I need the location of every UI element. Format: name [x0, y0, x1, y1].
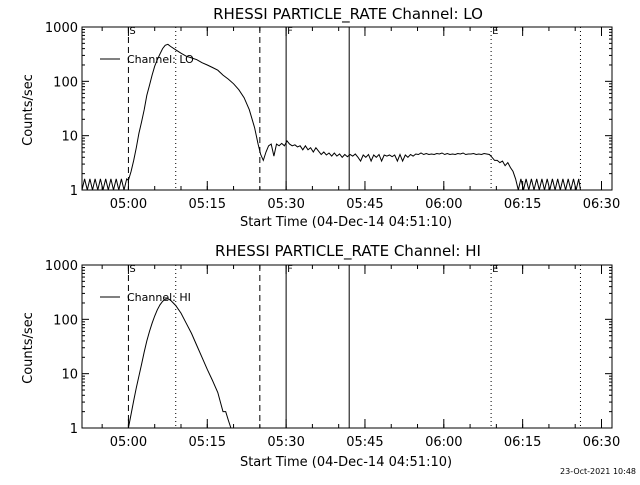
series-line [127, 298, 232, 429]
x-tick-label: 06:30 [583, 197, 620, 212]
x-tick-label: 06:15 [504, 435, 541, 450]
series-line [81, 43, 581, 191]
y-tick-label: 1 [70, 422, 78, 437]
x-tick-label: 05:15 [189, 435, 226, 450]
event-marker-label: F [287, 264, 293, 275]
chart-title: RHESSI PARTICLE_RATE Channel: LO [213, 5, 483, 24]
y-tick-label: 10 [61, 368, 78, 383]
x-tick-group: 05:00 05:15 05:30 05:45 06:00 06:15 06:30 [101, 265, 620, 450]
y-tick-label: 1000 [45, 21, 78, 36]
chart-panel-hi: RHESSI PARTICLE_RATE Channel: HI Counts/… [21, 242, 620, 470]
x-tick-label: 05:30 [267, 435, 304, 450]
y-axis-label: Counts/sec [21, 312, 36, 384]
y-tick-label: 10 [61, 130, 78, 145]
x-axis-label: Start Time (04-Dec-14 04:51:10) [240, 215, 452, 230]
x-tick-label: 06:30 [583, 435, 620, 450]
x-tick-label: 05:15 [189, 197, 226, 212]
chart-title: RHESSI PARTICLE_RATE Channel: HI [215, 242, 481, 261]
event-marker-label: S [129, 26, 135, 37]
x-axis-label: Start Time (04-Dec-14 04:51:10) [240, 455, 452, 470]
y-tick-label: 100 [53, 75, 78, 90]
legend: Channel: LO [100, 53, 194, 66]
y-tick-label: 100 [53, 313, 78, 328]
x-tick-label: 05:45 [346, 197, 383, 212]
y-tick-label: 1 [70, 184, 78, 199]
series-group [127, 298, 232, 429]
x-tick-label: 05:00 [110, 197, 147, 212]
x-tick-label: 06:00 [425, 197, 462, 212]
y-tick-group: 1 10 100 1000 [45, 259, 612, 437]
x-tick-label: 05:30 [267, 197, 304, 212]
plot-timestamp: 23-Oct-2021 10:48 [560, 467, 636, 476]
y-tick-label: 1000 [45, 259, 78, 274]
x-tick-label: 06:15 [504, 197, 541, 212]
x-tick-group: 05:00 05:15 05:30 05:45 06:00 06:15 06:30 [101, 27, 620, 212]
event-marker-label: F [287, 26, 293, 37]
event-marker-label: S [129, 264, 135, 275]
chart-panel-lo: RHESSI PARTICLE_RATE Channel: LO Counts/… [21, 5, 620, 230]
x-tick-label: 06:00 [425, 435, 462, 450]
legend: Channel: HI [100, 291, 191, 304]
event-marker-label: E [492, 26, 498, 37]
series-group [81, 43, 581, 191]
x-tick-label: 05:45 [346, 435, 383, 450]
y-axis-label: Counts/sec [21, 74, 36, 146]
event-marker-label: E [492, 264, 498, 275]
plot-frame [81, 26, 613, 191]
legend-label: Channel: HI [127, 291, 191, 304]
plot-frame [81, 264, 613, 429]
x-tick-label: 05:00 [110, 435, 147, 450]
legend-label: Channel: LO [127, 53, 194, 66]
y-tick-group: 1 10 100 1000 [45, 21, 612, 199]
